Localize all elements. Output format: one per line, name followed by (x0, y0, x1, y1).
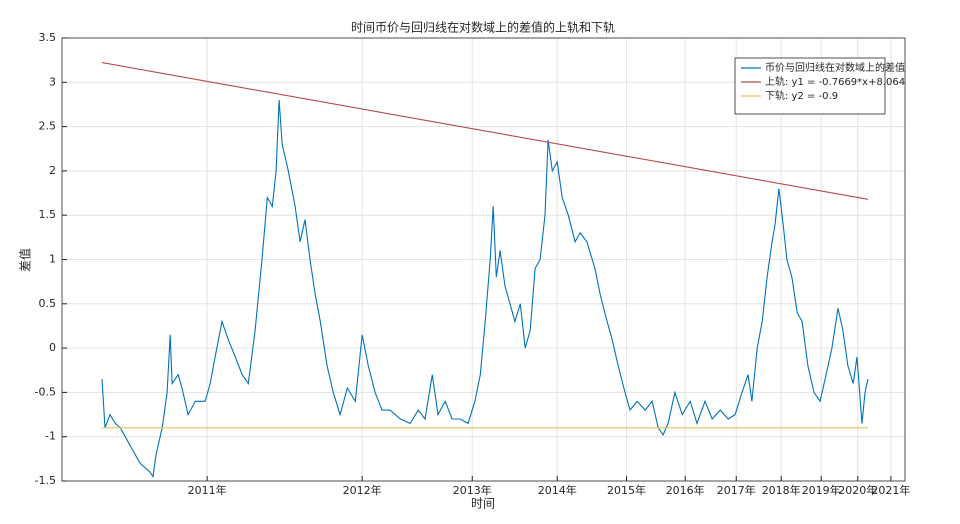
y-tick-label: 0 (49, 341, 56, 354)
x-tick-label: 2015年 (607, 483, 646, 497)
series-line (101, 99, 869, 479)
axes-frame (61, 37, 906, 482)
y-tick-label: 3 (49, 75, 56, 88)
chart-title: 时间币价与回归线在对数域上的差值的上轨和下轨 (351, 20, 615, 35)
x-tick-label: 2021年 (871, 483, 910, 497)
y-tick-label: -1 (45, 430, 56, 443)
x-tick-label: 2020年 (838, 483, 877, 497)
x-tick-label: 2012年 (343, 483, 382, 497)
x-axis-label: 时间 (471, 497, 495, 511)
y-tick-label: 2.5 (39, 120, 57, 133)
x-tick-label: 2019年 (802, 483, 841, 497)
x-tick-label: 2013年 (453, 483, 492, 497)
series-line (101, 62, 869, 200)
y-tick-label: 3.5 (39, 31, 57, 44)
x-tick-label: 2016年 (666, 483, 705, 497)
legend-box (734, 57, 886, 115)
y-tick-label: -1.5 (35, 474, 56, 487)
legend-label: 上轨: y1 = -0.7669*x+8.064 (765, 75, 905, 88)
legend-label: 币价与回归线在对数域上的差值 (765, 61, 905, 74)
legend-label: 下轨: y2 = -0.9 (765, 89, 838, 102)
y-tick-label: 1.5 (39, 208, 57, 221)
x-tick-label: 2014年 (538, 483, 577, 497)
y-tick-label: 1 (49, 253, 56, 266)
y-tick-label: 0.5 (39, 297, 57, 310)
x-tick-label: 2018年 (762, 483, 801, 497)
x-tick-label: 2017年 (717, 483, 756, 497)
y-tick-label: -0.5 (35, 385, 56, 398)
y-tick-label: 2 (49, 164, 56, 177)
y-axis-label: 差值 (18, 248, 33, 272)
x-tick-label: 2011年 (188, 483, 227, 497)
